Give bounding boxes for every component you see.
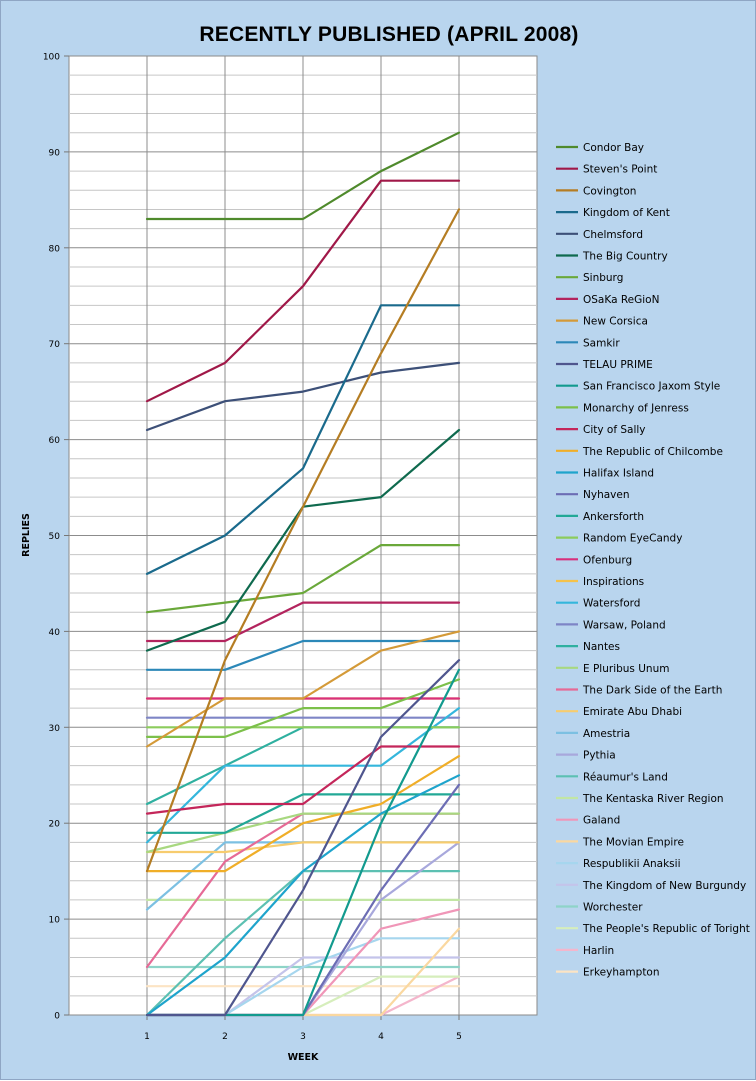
y-tick-label: 60: [49, 436, 61, 446]
legend-label: Monarchy of Jenress: [583, 402, 689, 414]
legend-label: Condor Bay: [583, 142, 644, 154]
series-lines: [145, 131, 461, 1017]
series-line: [145, 208, 461, 873]
legend-label: Pythia: [583, 750, 616, 762]
legend-label: Random EyeCandy: [583, 533, 682, 545]
legend-label: Harlin: [583, 945, 614, 957]
series-line: [145, 774, 461, 1017]
legend-label: E Pluribus Unum: [583, 663, 669, 675]
legend-label: City of Sally: [583, 424, 646, 436]
y-tick-label: 30: [49, 724, 61, 734]
series-line: [145, 131, 461, 221]
y-tick-label: 50: [49, 532, 61, 542]
legend-label: Covington: [583, 185, 636, 197]
legend-label: The Kentaska River Region: [582, 793, 724, 805]
y-axis-title: REPLIES: [21, 513, 32, 557]
legend-label: Amestria: [583, 728, 630, 740]
series-line: [145, 601, 461, 643]
legend-label: The Kingdom of New Burgundy: [582, 880, 746, 892]
y-tick-label: 10: [49, 916, 61, 926]
legend-label: Worchester: [583, 902, 643, 914]
legend-label: The Republic of Chilcombe: [582, 446, 723, 458]
legend-label: Emirate Abu Dhabi: [583, 706, 682, 718]
legend-label: Nantes: [583, 641, 620, 653]
series-line: [145, 754, 461, 873]
x-tick-label: 1: [144, 1032, 150, 1042]
x-tick-label: 4: [378, 1032, 384, 1042]
series-line: [145, 543, 461, 614]
y-tick-label: 90: [49, 148, 61, 158]
x-tick-label: 3: [300, 1032, 306, 1042]
y-tick-label: 0: [54, 1012, 60, 1022]
x-tick-label: 5: [456, 1032, 462, 1042]
legend-label: Ofenburg: [583, 554, 632, 566]
y-tick-label: 80: [49, 244, 61, 254]
y-tick-label: 100: [43, 53, 60, 63]
legend-label: Steven's Point: [583, 164, 657, 176]
legend-label: The People's Republic of Toright: [582, 923, 750, 935]
y-tick-label: 20: [49, 820, 61, 830]
legend-label: Sinburg: [583, 272, 623, 284]
legend-label: Réaumur's Land: [583, 771, 668, 783]
legend-label: Watersford: [583, 598, 640, 610]
series-line: [145, 793, 461, 834]
y-tick-label: 70: [49, 340, 61, 350]
x-axis-title: WEEK: [288, 1052, 319, 1063]
series-line: [145, 361, 461, 432]
legend-label: Ankersforth: [583, 511, 644, 523]
y-tick-label: 40: [49, 628, 61, 638]
legend-label: Erkeyhampton: [583, 967, 660, 979]
legend-label: Samkir: [583, 337, 620, 349]
legend-label: New Corsica: [583, 316, 648, 328]
legend-label: The Dark Side of the Earth: [582, 685, 722, 697]
legend: Condor Bay Steven's Point Covington Kingdom…: [556, 142, 750, 979]
series-line: [145, 841, 461, 854]
series-line: [145, 639, 461, 671]
legend-label: Halifax Island: [583, 468, 654, 480]
legend-label: OSaKa ReGioN: [583, 294, 659, 306]
series-line: [145, 678, 461, 739]
legend-label: TELAU PRIME: [582, 359, 653, 371]
legend-label: Inspirations: [583, 576, 644, 588]
series-line: [145, 179, 461, 403]
legend-label: Chelmsford: [583, 229, 643, 241]
legend-label: Kingdom of Kent: [583, 207, 670, 219]
axes: 0 10 20 30 40 50 60 70 80 90 100 1 2 3 4 5: [43, 53, 462, 1043]
legend-label: The Movian Empire: [582, 836, 684, 848]
legend-label: Respublikii Anaksii: [583, 858, 680, 870]
series-line: [145, 659, 461, 1017]
series-line: [145, 745, 461, 815]
legend-label: The Big Country: [582, 251, 668, 263]
legend-label: Galand: [583, 815, 620, 827]
legend-label: Warsaw, Poland: [583, 619, 666, 631]
x-tick-label: 2: [222, 1032, 228, 1042]
legend-label: Nyhaven: [583, 489, 630, 501]
series-line: [145, 812, 461, 854]
legend-label: San Francisco Jaxom Style: [583, 381, 720, 393]
chart-title: RECENTLY PUBLISHED (APRIL 2008): [199, 23, 579, 46]
series-line: [145, 630, 461, 748]
